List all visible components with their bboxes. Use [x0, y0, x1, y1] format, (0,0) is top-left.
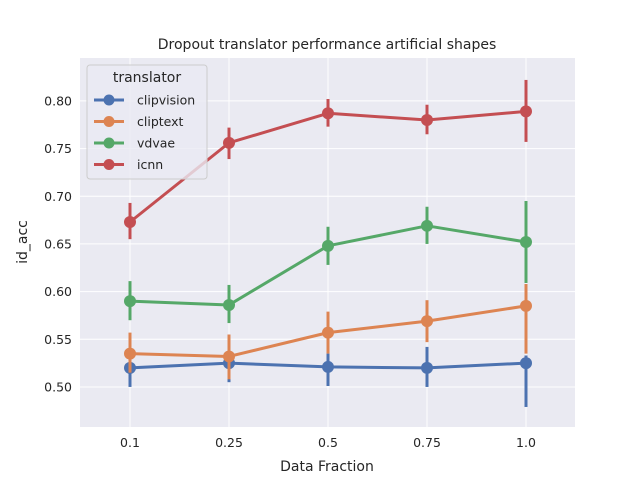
y-tick-label: 0.75 [44, 141, 72, 156]
data-point [223, 136, 235, 149]
legend: translator clipvision cliptext vdvae icnn [86, 64, 208, 180]
legend-marker [103, 159, 115, 170]
chart-title: Dropout translator performance artificia… [158, 37, 496, 53]
data-point [520, 236, 532, 249]
legend-marker [103, 94, 115, 106]
data-point [520, 105, 532, 118]
data-point [322, 326, 334, 339]
series-vdvae [124, 201, 532, 324]
y-tick-label: 0.55 [44, 332, 72, 347]
data-point [223, 350, 235, 363]
y-tick-label: 0.60 [44, 284, 72, 299]
legend-entry-cliptext: cliptext [94, 114, 184, 129]
x-tick-label: 0.5 [318, 435, 338, 450]
y-axis-label: id_acc [15, 220, 31, 264]
legend-marker [103, 116, 115, 127]
y-tick-label: 0.65 [44, 236, 72, 251]
x-tick-label: 1.0 [516, 435, 536, 450]
data-point [223, 298, 235, 311]
data-point [124, 347, 136, 360]
legend-label: icnn [137, 157, 163, 172]
y-tick-labels: 0.50 0.55 0.60 0.65 0.70 0.75 0.80 [44, 93, 72, 394]
data-point [520, 299, 532, 312]
data-point [520, 357, 532, 370]
legend-title: translator [113, 70, 182, 86]
data-point [322, 107, 334, 120]
data-point [124, 216, 136, 228]
y-tick-label: 0.70 [44, 189, 72, 204]
series-cliptext [124, 283, 532, 380]
x-axis-label: Data Fraction [280, 459, 374, 475]
legend-label: cliptext [137, 114, 184, 129]
x-tick-label: 0.25 [215, 435, 243, 450]
data-point [124, 295, 136, 308]
y-tick-label: 0.50 [44, 379, 72, 394]
data-point [421, 113, 433, 126]
legend-box [86, 64, 208, 180]
y-tick-label: 0.80 [44, 93, 72, 108]
legend-marker [103, 137, 115, 149]
legend-entry-icnn: icnn [94, 157, 163, 172]
legend-entry-clipvision: clipvision [94, 93, 195, 108]
data-point [421, 315, 433, 328]
x-tick-label: 0.75 [413, 435, 441, 450]
legend-label: clipvision [137, 93, 195, 108]
x-tick-label: 0.1 [120, 435, 140, 450]
legend-label: vdvae [137, 136, 175, 151]
legend-entry-vdvae: vdvae [94, 136, 175, 151]
data-point [322, 239, 334, 252]
x-tick-labels: 0.1 0.25 0.5 0.75 1.0 [120, 435, 536, 450]
data-point [421, 361, 433, 374]
data-point [421, 219, 433, 232]
data-point [322, 360, 334, 373]
